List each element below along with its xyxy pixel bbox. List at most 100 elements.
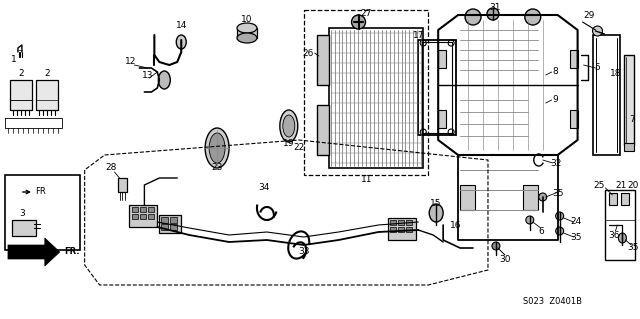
Bar xyxy=(570,110,577,128)
Text: 35: 35 xyxy=(570,233,581,241)
Text: 33: 33 xyxy=(298,248,310,256)
Bar xyxy=(328,28,423,168)
Bar xyxy=(609,193,618,205)
Text: 7: 7 xyxy=(630,115,636,124)
Text: 27: 27 xyxy=(361,10,372,19)
Bar xyxy=(406,220,412,225)
Text: 5: 5 xyxy=(595,63,600,72)
Text: 21: 21 xyxy=(616,182,627,190)
Text: 30: 30 xyxy=(499,256,511,264)
Ellipse shape xyxy=(465,9,481,25)
Bar xyxy=(625,143,634,151)
Bar xyxy=(438,110,446,128)
Bar xyxy=(10,80,32,100)
Ellipse shape xyxy=(556,212,564,220)
Text: 23: 23 xyxy=(211,164,223,173)
Bar xyxy=(161,224,168,230)
Ellipse shape xyxy=(237,23,257,33)
Bar xyxy=(406,227,412,232)
Ellipse shape xyxy=(593,26,602,36)
Text: 1: 1 xyxy=(11,56,17,64)
Text: 15: 15 xyxy=(431,199,442,209)
Bar xyxy=(570,50,577,68)
Bar xyxy=(118,178,127,192)
Text: 28: 28 xyxy=(106,164,117,173)
Bar xyxy=(140,207,147,212)
Bar xyxy=(317,35,328,85)
Bar xyxy=(621,193,629,205)
Text: 6: 6 xyxy=(538,227,543,236)
Ellipse shape xyxy=(487,8,499,20)
Text: 18: 18 xyxy=(610,69,621,78)
Text: 3: 3 xyxy=(19,209,25,218)
Bar xyxy=(390,220,396,225)
Ellipse shape xyxy=(176,35,186,49)
Ellipse shape xyxy=(351,15,365,29)
Bar xyxy=(237,28,257,38)
Text: 31: 31 xyxy=(489,4,500,12)
Bar xyxy=(523,185,538,210)
Text: 20: 20 xyxy=(628,182,639,190)
Bar xyxy=(170,224,177,230)
Text: 35: 35 xyxy=(552,189,563,197)
Text: 17: 17 xyxy=(413,31,424,40)
Text: 34: 34 xyxy=(258,183,269,192)
Bar xyxy=(388,218,416,240)
Text: 22: 22 xyxy=(293,143,305,152)
Bar xyxy=(460,185,475,210)
Bar xyxy=(398,220,404,225)
Bar xyxy=(390,227,396,232)
Bar xyxy=(36,80,58,110)
Bar xyxy=(10,80,32,110)
Text: 14: 14 xyxy=(175,20,187,29)
Ellipse shape xyxy=(618,233,627,243)
Text: 26: 26 xyxy=(302,48,314,57)
Text: 35: 35 xyxy=(628,243,639,253)
Ellipse shape xyxy=(429,204,443,222)
Ellipse shape xyxy=(237,33,257,43)
Bar xyxy=(140,214,147,219)
Bar xyxy=(36,80,58,100)
Ellipse shape xyxy=(205,128,229,168)
Text: 36: 36 xyxy=(609,231,620,240)
Bar xyxy=(419,40,456,135)
Ellipse shape xyxy=(283,115,295,137)
Text: 25: 25 xyxy=(593,182,605,190)
Ellipse shape xyxy=(492,242,500,250)
Bar xyxy=(132,214,138,219)
Bar xyxy=(148,214,154,219)
Bar xyxy=(12,220,36,236)
Ellipse shape xyxy=(525,9,541,25)
Text: 12: 12 xyxy=(125,57,136,66)
Text: 10: 10 xyxy=(241,16,253,25)
Text: 11: 11 xyxy=(361,175,372,184)
Text: FR: FR xyxy=(35,188,45,197)
Ellipse shape xyxy=(526,216,534,224)
Bar xyxy=(593,35,620,155)
Bar xyxy=(161,217,168,223)
Bar xyxy=(132,207,138,212)
Text: 13: 13 xyxy=(141,71,153,80)
Text: FR.: FR. xyxy=(65,248,80,256)
Text: 32: 32 xyxy=(550,159,561,167)
Text: 9: 9 xyxy=(553,95,559,105)
Ellipse shape xyxy=(556,227,564,235)
Text: 8: 8 xyxy=(553,68,559,77)
Text: S023  Z0401B: S023 Z0401B xyxy=(524,298,582,307)
Bar xyxy=(438,50,446,68)
Text: 2: 2 xyxy=(18,70,24,78)
Text: 24: 24 xyxy=(570,218,581,226)
Bar xyxy=(5,175,79,250)
Text: 16: 16 xyxy=(451,220,462,229)
Ellipse shape xyxy=(539,193,547,201)
Bar xyxy=(625,55,634,145)
Bar xyxy=(148,207,154,212)
Bar xyxy=(170,217,177,223)
Text: 29: 29 xyxy=(583,11,595,19)
Bar xyxy=(129,205,157,227)
Text: 19: 19 xyxy=(283,138,294,147)
Polygon shape xyxy=(8,238,60,266)
Text: 2: 2 xyxy=(44,70,50,78)
Bar xyxy=(398,227,404,232)
Ellipse shape xyxy=(280,110,298,142)
